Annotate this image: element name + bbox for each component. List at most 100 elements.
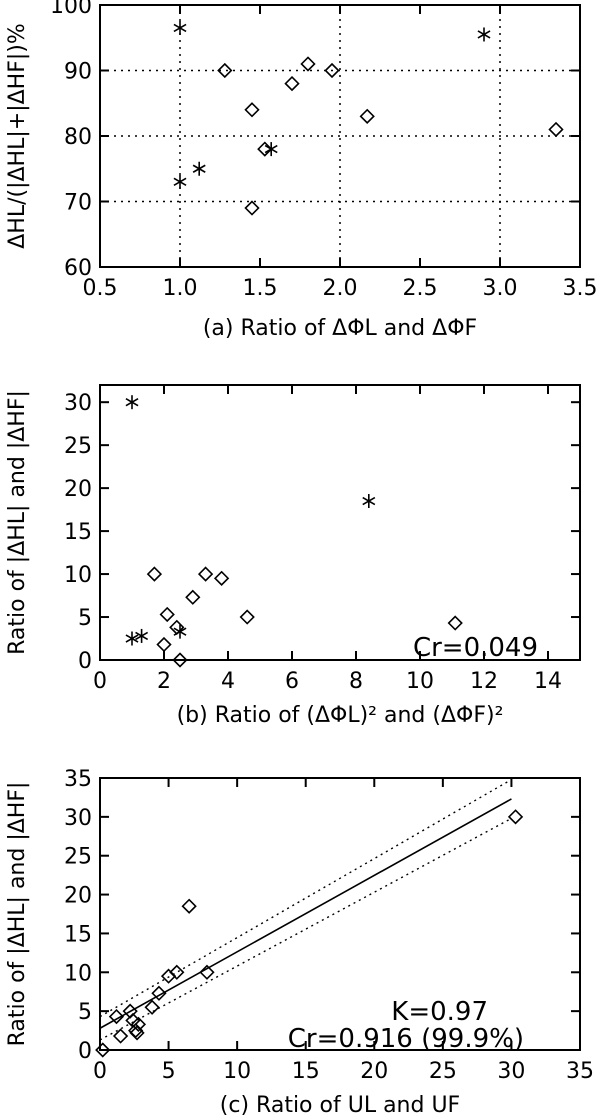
x-tick-label: 0.5 <box>83 276 118 301</box>
x-tick-label: 10 <box>223 1059 251 1084</box>
x-tick-label: 2.5 <box>403 276 438 301</box>
y-tick-label: 25 <box>64 434 92 459</box>
x-tick-label: 6 <box>285 669 299 694</box>
panel-a-gridlines <box>100 5 580 267</box>
x-tick-label: 4 <box>221 669 235 694</box>
panel-a-plot-frame <box>99 4 581 268</box>
annotation-text: Cr=0.049 <box>413 633 538 663</box>
panel-b: 0 2 4 6 8 10 12 14 0 5 10 15 20 25 30 (b) Ratio of (ΔΦ… <box>5 384 581 728</box>
panel-c: 0 5 10 15 20 25 30 35 0 5 10 15 20 25 30 35 (c) Ratio o… <box>5 767 594 1118</box>
x-tick-label: 14 <box>534 669 562 694</box>
panel-b-ticks <box>99 385 580 661</box>
diamond-point <box>95 1042 111 1058</box>
annotation-text: Cr=0.916 (99.9%) <box>288 1024 524 1054</box>
y-tick-label: 0 <box>78 1039 92 1064</box>
x-tick-label: 35 <box>566 1059 594 1084</box>
diamond-point <box>156 636 172 653</box>
confidence-upper-line <box>99 778 512 1018</box>
y-tick-label: 30 <box>64 391 92 416</box>
panel-c-plot-frame <box>99 777 581 1051</box>
diamond-point <box>244 102 260 118</box>
star-point <box>192 161 206 176</box>
x-tick-label: 8 <box>349 669 363 694</box>
y-tick-label: 90 <box>64 60 92 85</box>
diamond-point <box>199 964 215 980</box>
panel-c-ticks <box>99 777 581 1051</box>
diamond-point <box>108 1008 125 1025</box>
star-stroke <box>125 634 139 643</box>
diamond-point <box>129 1025 145 1041</box>
y-tick-label: 15 <box>64 520 92 545</box>
panel-a: 0.5 1.0 1.5 2.0 2.5 3.0 3.5 60 70 80 90 100 (a) Rat… <box>5 0 598 341</box>
star-point <box>125 395 139 410</box>
panel-b-annotations: Cr=0.049 <box>413 633 538 663</box>
star-stroke <box>173 177 187 187</box>
panel-b-plot-frame <box>99 384 581 661</box>
diamond-point <box>217 62 233 79</box>
x-tick-label: 0 <box>93 669 107 694</box>
panel-c-points <box>95 809 524 1058</box>
diamond-point <box>130 1016 147 1032</box>
y-tick-label: 15 <box>64 922 92 947</box>
panel-b-points <box>125 395 463 668</box>
diamond-point <box>146 566 163 582</box>
diamond-point <box>112 1028 129 1044</box>
diamond-point <box>257 141 273 157</box>
panel-a-points <box>173 20 564 216</box>
panel-a-y-axis-label: ΔHL/(|ΔHL|+|ΔHF|)% <box>5 23 30 249</box>
panel-b-y-axis-label: Ratio of |ΔHL| and |ΔHF| <box>5 390 30 655</box>
annotation-text: K=0.97 <box>391 997 488 1027</box>
diamond-point <box>197 566 214 582</box>
star-stroke <box>135 631 149 641</box>
y-tick-label: 5 <box>78 1000 92 1025</box>
star-point <box>173 174 187 189</box>
diamond-point <box>284 75 300 92</box>
diamond-point <box>244 200 260 216</box>
star-stroke <box>192 164 206 173</box>
star-point <box>125 631 139 646</box>
diamond-point <box>359 108 375 124</box>
x-tick-label: 5 <box>162 1059 176 1084</box>
panel-c-tick-labels: 0 5 10 15 20 25 30 35 0 5 10 15 20 25 30 35 <box>64 767 594 1084</box>
star-stroke <box>362 496 376 506</box>
panel-a-tick-labels: 0.5 1.0 1.5 2.0 2.5 3.0 3.5 60 70 80 90 100 <box>50 0 598 301</box>
star-point <box>362 494 376 509</box>
x-tick-label: 30 <box>497 1059 525 1084</box>
panel-b-x-axis-label: (b) Ratio of (ΔΦL)² and (ΔΦF)² <box>177 703 504 728</box>
diamond-point <box>507 809 524 825</box>
y-tick-label: 35 <box>64 767 92 792</box>
diamond-point <box>172 652 188 668</box>
diamond-point <box>300 56 316 72</box>
diamond-point <box>169 964 185 980</box>
x-tick-label: 1.0 <box>163 276 198 301</box>
x-tick-label: 3.5 <box>563 276 598 301</box>
x-tick-label: 1.5 <box>243 276 278 301</box>
y-tick-label: 60 <box>64 256 92 281</box>
panel-b-tick-labels: 0 2 4 6 8 10 12 14 0 5 10 15 20 25 30 <box>64 391 562 694</box>
x-tick-label: 25 <box>429 1059 457 1084</box>
star-point <box>477 27 491 42</box>
diamond-point <box>213 570 230 586</box>
x-tick-label: 0 <box>93 1059 107 1084</box>
panel-c-y-axis-label: Ratio of |ΔHL| and |ΔHF| <box>5 782 30 1047</box>
diamond-point <box>548 121 564 138</box>
panel-a-x-axis-label: (a) Ratio of ΔΦL and ΔΦF <box>203 316 477 341</box>
diamond-point <box>144 999 160 1015</box>
y-tick-label: 80 <box>64 125 92 150</box>
y-tick-label: 20 <box>64 884 92 909</box>
y-tick-label: 30 <box>64 806 92 831</box>
diamond-point <box>169 619 185 635</box>
y-tick-label: 70 <box>64 191 92 216</box>
diamond-point <box>324 62 340 79</box>
diamond-point <box>185 589 201 605</box>
y-tick-label: 10 <box>64 563 92 588</box>
y-tick-label: 5 <box>78 606 92 631</box>
y-tick-label: 0 <box>78 649 92 674</box>
y-tick-label: 20 <box>64 477 92 502</box>
diamond-point <box>159 606 175 623</box>
diamond-point <box>181 898 197 914</box>
x-tick-label: 12 <box>470 669 498 694</box>
star-stroke <box>477 30 491 39</box>
